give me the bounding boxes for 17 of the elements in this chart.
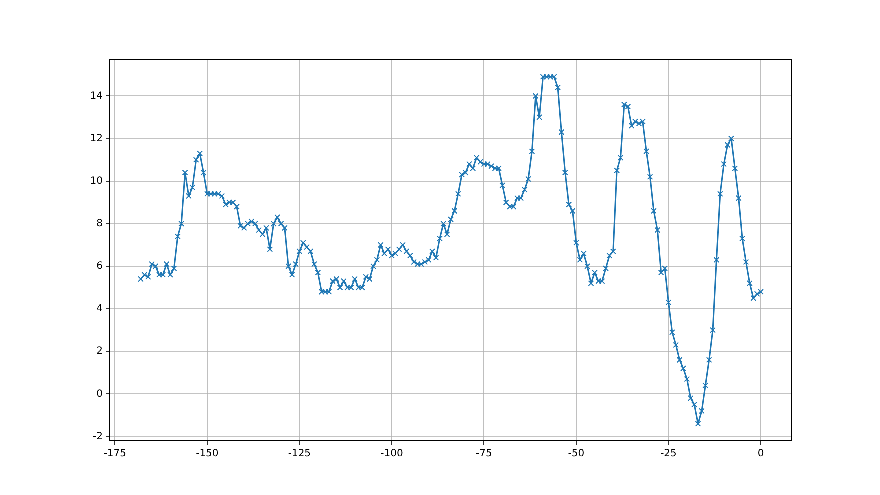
y-tick-label: 12 xyxy=(90,133,103,144)
y-tick-label: 2 xyxy=(96,346,103,358)
x-tick-label: -175 xyxy=(104,448,127,460)
x-tick-label: -25 xyxy=(660,448,677,460)
y-tick-label: 4 xyxy=(96,304,103,315)
y-tick-label: -2 xyxy=(93,431,103,442)
y-tick-label: 6 xyxy=(96,261,103,272)
y-tick-label: 10 xyxy=(90,176,103,187)
x-tick-label: -50 xyxy=(568,448,585,460)
x-tick-label: 0 xyxy=(758,448,764,460)
y-tick-label: 0 xyxy=(96,388,103,400)
x-tick-label: -75 xyxy=(476,448,492,460)
x-tick-label: -150 xyxy=(196,448,219,460)
x-tick-label: -100 xyxy=(380,448,404,460)
x-tick-label: -125 xyxy=(288,448,312,460)
y-tick-label: 8 xyxy=(96,218,103,230)
y-tick-label: 14 xyxy=(90,90,103,102)
